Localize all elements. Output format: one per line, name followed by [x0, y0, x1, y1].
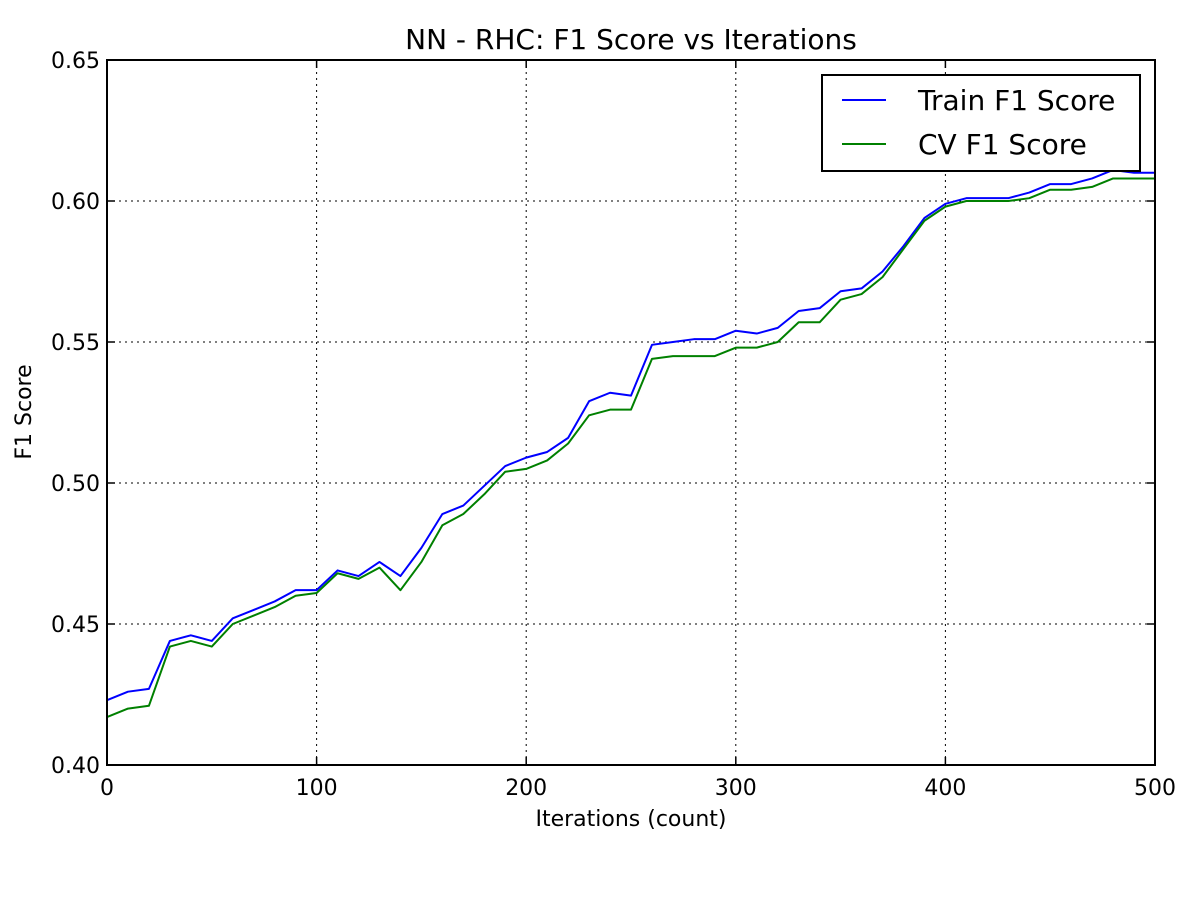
legend-label-train: Train F1 Score — [917, 84, 1115, 117]
series-line-cv-f1 — [106, 177, 1155, 718]
legend-label-cv: CV F1 Score — [918, 128, 1087, 161]
chart-title: NN - RHC: F1 Score vs Iterations — [405, 23, 857, 56]
y-tick-label: 0.60 — [51, 190, 100, 215]
y-axis-label: F1 Score — [12, 364, 37, 459]
axis-ticks: 0 100 200 300 400 500 0.40 0.45 0.50 0.55 0.60 0.65 — [51, 49, 1176, 801]
x-axis-label: Iterations (count) — [535, 807, 726, 832]
y-tick-label: 0.45 — [51, 613, 100, 638]
x-tick-label: 400 — [924, 776, 966, 801]
y-tick-label: 0.50 — [51, 472, 100, 497]
y-tick-label: 0.55 — [51, 331, 100, 356]
plot-frame — [106, 59, 1156, 766]
x-tick-label: 100 — [296, 776, 338, 801]
grid — [107, 60, 1155, 765]
series-group — [106, 168, 1155, 718]
x-tick-label: 0 — [100, 776, 114, 801]
legend-box — [821, 74, 1141, 172]
x-tick-label: 300 — [715, 776, 757, 801]
y-tick-label: 0.65 — [51, 49, 100, 74]
legend: Train F1 Score CV F1 Score — [821, 74, 1141, 172]
x-tick-label: 500 — [1134, 776, 1176, 801]
series-line-train-f1 — [106, 168, 1155, 702]
x-tick-label: 200 — [505, 776, 547, 801]
y-tick-label: 0.40 — [51, 754, 100, 779]
